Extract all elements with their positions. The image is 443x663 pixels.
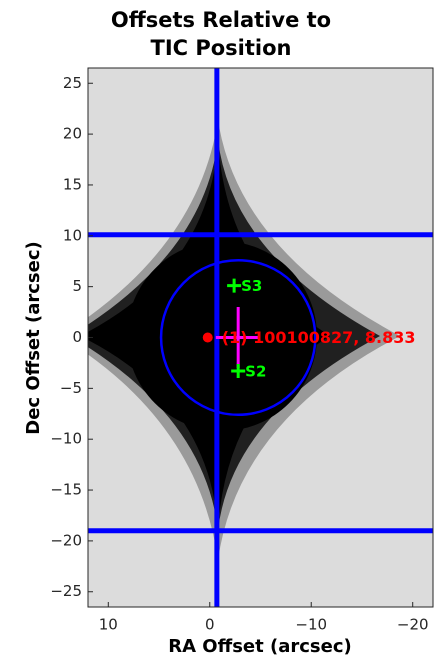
- x-tick-label: 0: [205, 616, 215, 634]
- x-axis-label: RA Offset (arcsec): [168, 636, 351, 657]
- x-tick-label: 10: [99, 616, 118, 634]
- y-tick-label: 5: [72, 277, 82, 295]
- point: [202, 332, 213, 343]
- y-tick-label: 15: [63, 175, 82, 193]
- y-tick-label: 25: [63, 74, 82, 92]
- y-tick-label: −15: [50, 481, 82, 499]
- chart-title: Offsets Relative to TIC Position: [110, 8, 332, 60]
- y-tick-label: 10: [63, 226, 82, 244]
- y-tick-label: −10: [50, 430, 82, 448]
- point: [227, 278, 242, 293]
- y-axis-label: Dec Offset (arcsec): [23, 241, 44, 435]
- point-label: S2: [245, 363, 266, 381]
- y-tick-label: −5: [60, 379, 82, 397]
- y-tick-label: −20: [50, 531, 82, 549]
- x-tick-label: −10: [295, 616, 327, 634]
- point: [231, 364, 246, 379]
- y-tick-label: −25: [50, 582, 82, 600]
- x-tick-label: −20: [397, 616, 429, 634]
- aperture-circle: [159, 258, 317, 417]
- y-tick-label: 0: [72, 328, 82, 346]
- point-label: (1) 100100827, 8.833: [222, 328, 416, 347]
- point-label: S3: [241, 277, 262, 295]
- y-tick-label: 20: [63, 125, 82, 143]
